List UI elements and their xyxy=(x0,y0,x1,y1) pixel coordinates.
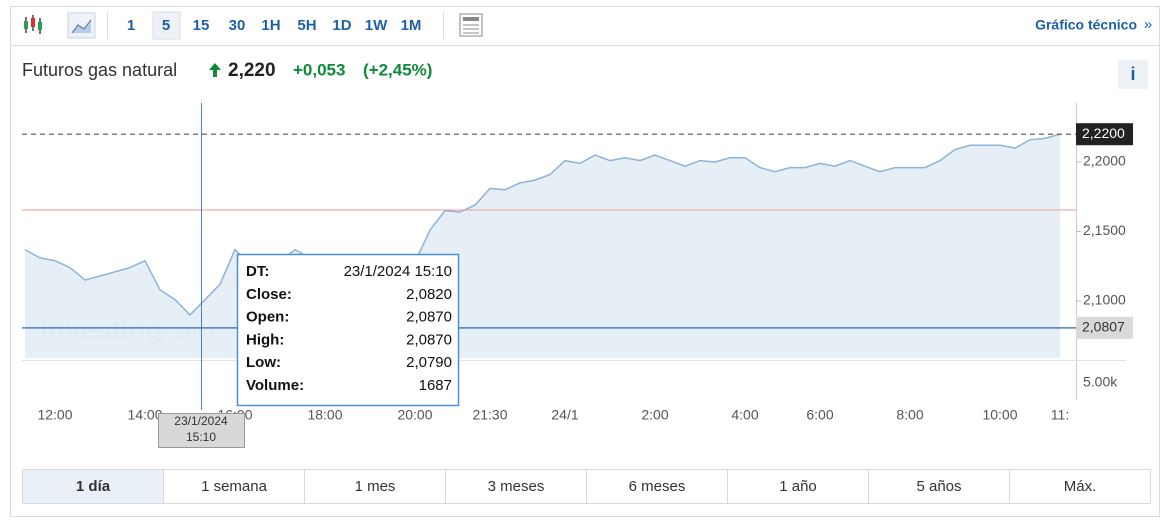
period-tabs: 1 día 1 semana 1 mes 3 meses 6 meses 1 año 5 a… xyxy=(22,469,1151,504)
price-tag-bg xyxy=(1076,123,1133,146)
x-tick-label: 8:00 xyxy=(896,407,923,423)
interval-button[interactable]: 1W xyxy=(365,17,388,34)
tooltip-key: High: xyxy=(246,331,284,348)
interval-button[interactable]: 1D xyxy=(332,17,351,34)
tooltip-key: Close: xyxy=(246,286,292,303)
period-tab[interactable]: 3 meses xyxy=(488,478,545,495)
price-tag: 2,0807 xyxy=(1082,319,1125,335)
x-tick-label: 12:00 xyxy=(37,407,72,423)
interval-button[interactable]: 1 xyxy=(127,17,135,34)
period-tab[interactable]: 1 año xyxy=(779,478,817,495)
tooltip-key: Open: xyxy=(246,309,289,326)
tooltip-key: Low: xyxy=(246,354,281,371)
chart: Investing.com2,10002,15002,20005.00k2,22… xyxy=(22,103,1133,448)
info-icon[interactable]: i xyxy=(1130,64,1135,84)
change-pct: (+2,45%) xyxy=(363,60,432,79)
x-tick-label: 11: xyxy=(1051,407,1069,423)
area-icon[interactable] xyxy=(67,12,96,39)
interval-button[interactable]: 30 xyxy=(229,17,246,34)
x-tick-label: 4:00 xyxy=(731,407,758,423)
price-line xyxy=(24,133,1061,316)
tooltip-value: 2,0790 xyxy=(406,354,452,371)
x-tick-label: 6:00 xyxy=(806,407,833,423)
interval-group: 1 5 15 30 1H 5H 1D 1W 1M xyxy=(127,11,422,40)
x-tick-label: 21:30 xyxy=(472,407,507,423)
interval-button[interactable]: 15 xyxy=(193,17,210,34)
interval-button[interactable]: 5 xyxy=(162,17,170,34)
crosshair-label-bg xyxy=(158,413,245,448)
tooltip: DT: 23/1/2024 15:10 Close: 2,0820 Open: 2,087… xyxy=(236,253,460,407)
price-tag: 2,2200 xyxy=(1082,125,1125,141)
tooltip-key: DT: xyxy=(246,263,269,280)
tooltip-value: 2,0870 xyxy=(406,331,452,348)
info-button[interactable] xyxy=(1118,60,1148,89)
instrument-name: Futuros gas natural xyxy=(22,60,177,80)
period-tab-bg[interactable] xyxy=(1009,469,1151,504)
period-tab-bg[interactable] xyxy=(304,469,446,504)
period-tab-bg[interactable] xyxy=(727,469,869,504)
period-tab[interactable]: 1 mes xyxy=(355,478,396,495)
period-tab-bg[interactable] xyxy=(22,469,164,504)
price-tag-bg xyxy=(1076,316,1133,339)
period-tab-bg[interactable] xyxy=(163,469,305,504)
candle-icon[interactable] xyxy=(24,15,42,34)
volume-label: 5.00k xyxy=(1083,374,1118,390)
period-tab[interactable]: 1 semana xyxy=(201,478,268,495)
x-tick-label: 18:00 xyxy=(307,407,342,423)
tooltip-value: 23/1/2024 15:10 xyxy=(344,263,452,280)
period-tab[interactable]: Máx. xyxy=(1064,478,1097,495)
layout-icon[interactable] xyxy=(459,13,483,37)
x-tick-label: 20:00 xyxy=(397,407,432,423)
x-tick-label: 10:00 xyxy=(982,407,1017,423)
x-tick-label: 24/1 xyxy=(551,407,578,423)
period-tab[interactable]: 5 años xyxy=(916,478,961,495)
crosshair-date: 23/1/2024 xyxy=(174,414,228,428)
interval-button[interactable]: 5H xyxy=(297,17,316,34)
tooltip-value: 2,0820 xyxy=(406,286,452,303)
tooltip-value: 2,0870 xyxy=(406,309,452,326)
y-tick-label: 2,2000 xyxy=(1083,153,1126,169)
technical-link-arrow[interactable]: » xyxy=(1144,16,1152,33)
x-clip-mask xyxy=(1077,405,1107,429)
crosshair-time: 15:10 xyxy=(186,430,216,444)
change: +0,053 xyxy=(293,60,345,79)
x-tick-label: 14:00 xyxy=(127,407,162,423)
technical-link[interactable]: Gráfico técnico xyxy=(1035,17,1137,33)
interval-button[interactable]: 1H xyxy=(261,17,280,34)
tooltip-key: Volume: xyxy=(246,377,304,394)
period-tab-bg[interactable] xyxy=(868,469,1010,504)
period-tab[interactable]: 6 meses xyxy=(629,478,686,495)
period-tab[interactable]: 1 día xyxy=(76,478,111,495)
up-arrow xyxy=(209,63,221,77)
period-tab-bg[interactable] xyxy=(445,469,587,504)
price: 2,220 xyxy=(228,60,276,81)
y-tick-label: 2,1000 xyxy=(1083,292,1126,308)
tooltip-box xyxy=(236,253,460,407)
x-tick-label: 2:00 xyxy=(641,407,668,423)
tooltip-value: 1687 xyxy=(419,377,452,394)
y-tick-label: 2,1500 xyxy=(1083,222,1126,238)
interval-button[interactable]: 1M xyxy=(401,17,422,34)
interval-active-bg xyxy=(152,11,181,40)
